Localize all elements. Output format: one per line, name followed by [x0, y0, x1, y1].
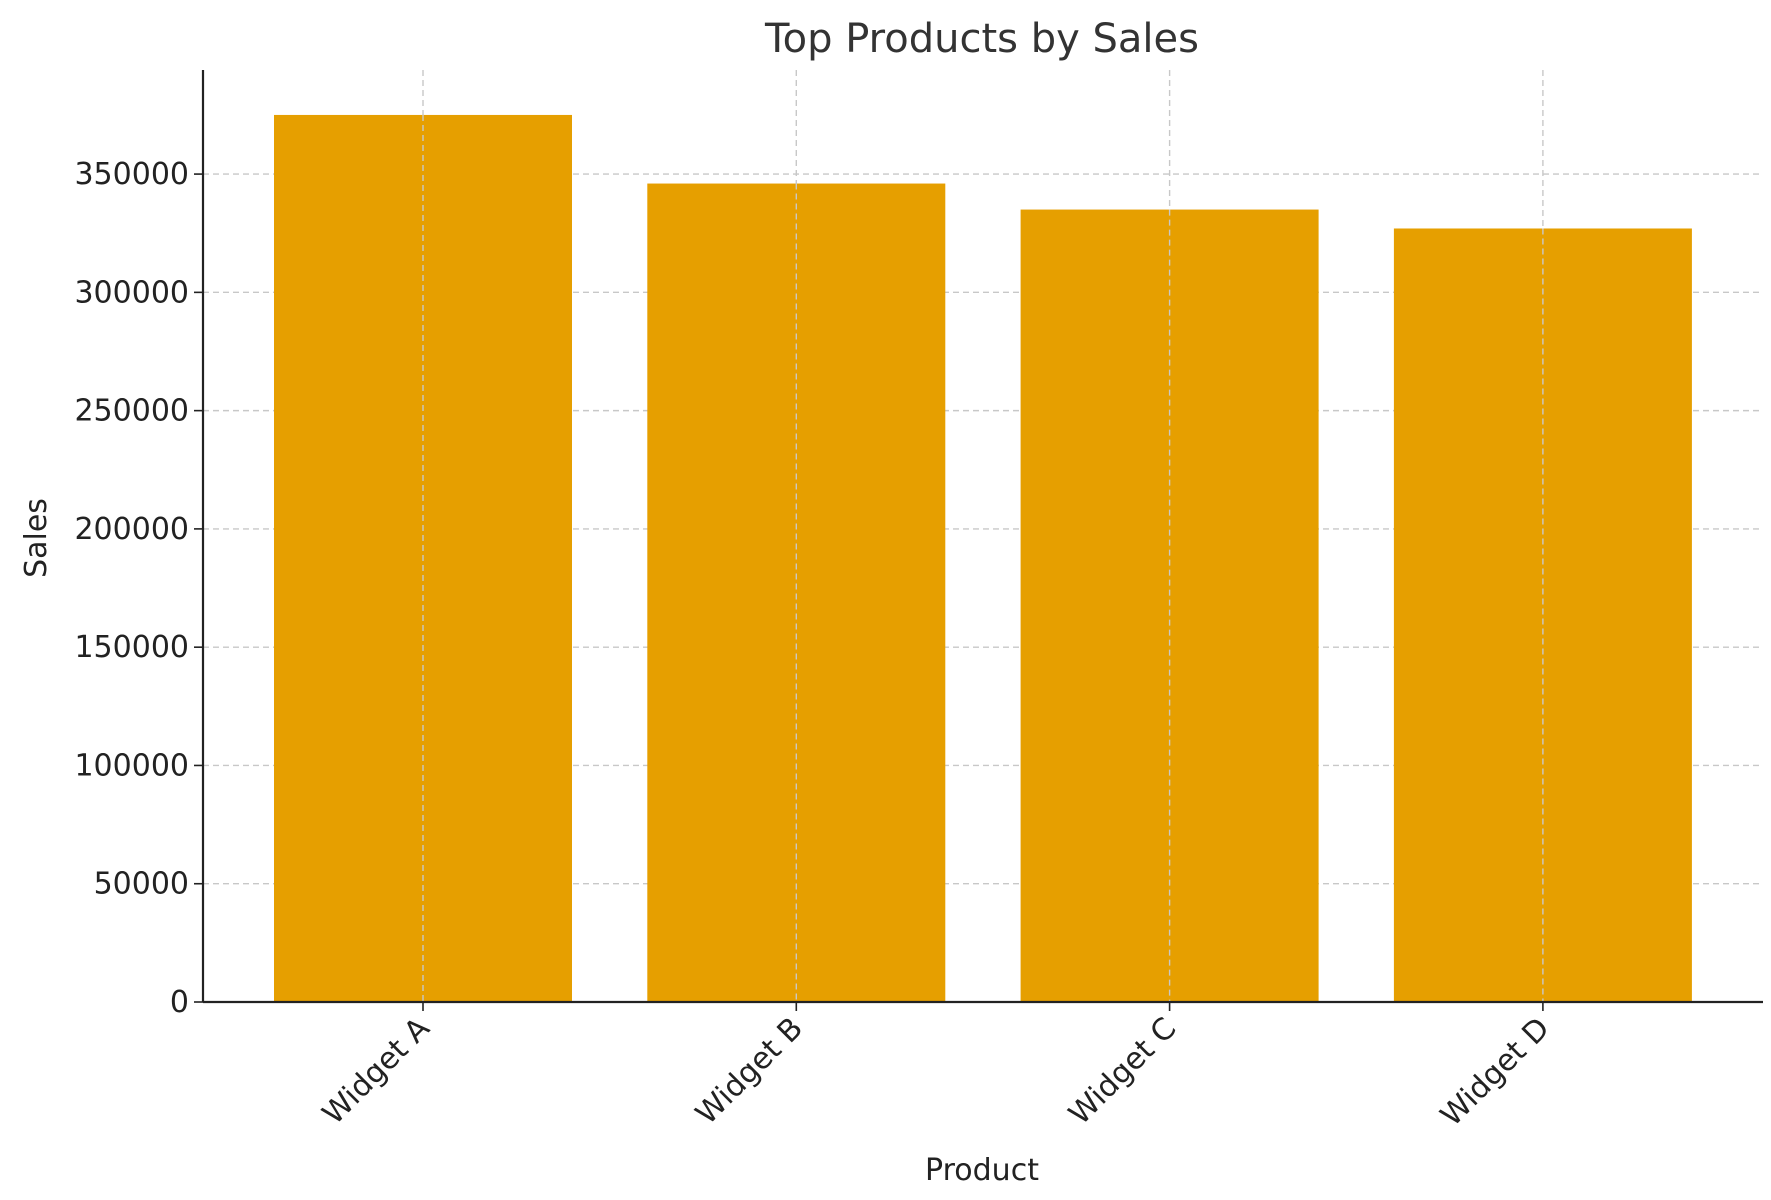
y-tick-label: 0: [170, 985, 189, 1020]
y-tick-label: 150000: [74, 630, 189, 665]
y-tick-label: 350000: [74, 157, 189, 192]
chart-title: Top Products by Sales: [764, 16, 1199, 62]
y-tick-label: 50000: [94, 867, 189, 902]
y-axis-label: Sales: [19, 498, 54, 578]
y-tick-label: 100000: [74, 748, 189, 783]
x-tick-label: Widget C: [1062, 1011, 1183, 1132]
y-tick-label: 250000: [74, 394, 189, 429]
y-tick-label: 200000: [74, 512, 189, 547]
bar: [1394, 228, 1692, 1002]
x-tick-label: Widget A: [316, 1011, 437, 1132]
x-tick-label: Widget B: [689, 1011, 810, 1132]
bars-layer: [274, 115, 1692, 1002]
x-tick-label: Widget D: [1434, 1011, 1557, 1134]
x-axis-label: Product: [925, 1153, 1039, 1188]
y-tick-label: 300000: [74, 275, 189, 310]
x-ticks-layer: Widget A Widget B Widget C Widget D: [316, 1002, 1557, 1133]
y-ticks-layer: 0 50000 100000 150000 200000 250000 300000 3500…: [74, 157, 203, 1020]
